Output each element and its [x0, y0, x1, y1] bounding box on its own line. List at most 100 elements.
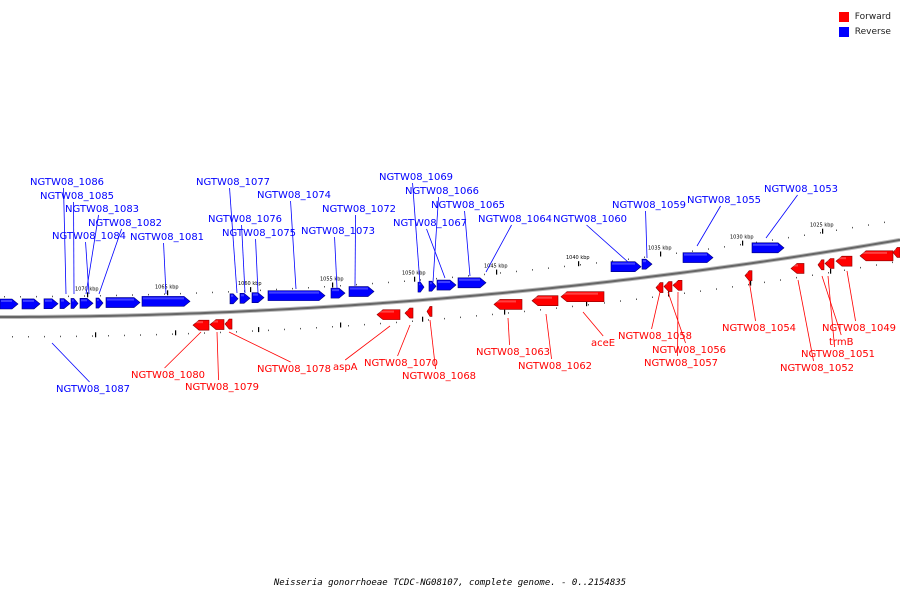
forward-gene-shine [894, 248, 896, 251]
tick-label: 1050 kbp [402, 271, 426, 277]
tick-label: 1060 kbp [238, 281, 262, 287]
forward-gene-body [655, 282, 664, 293]
gene-label: NGTW08_1062 [518, 361, 592, 372]
forward-gene-shine [533, 296, 552, 299]
reverse-gene-shine [23, 299, 34, 302]
minor-tick-upper [644, 256, 645, 258]
leader-line [426, 228, 446, 279]
gene-label: NGTW08_1054 [722, 323, 796, 334]
genome-caption: Neisseria gonorrhoeae TCDC-NG08107, comp… [273, 578, 627, 588]
gene-label: NGTW08_1057 [644, 358, 718, 369]
reverse-gene [43, 298, 59, 310]
forward-gene-body [531, 295, 559, 307]
reverse-gene-body [251, 292, 265, 303]
forward-gene [426, 306, 433, 317]
minor-tick-upper [532, 269, 533, 271]
minor-tick-upper [404, 280, 405, 282]
gene-label: NGTW08_1083 [65, 204, 139, 215]
leader-line [98, 228, 122, 295]
minor-tick-upper [468, 275, 469, 277]
forward-gene-body [224, 318, 233, 330]
reverse-gene-shine [143, 297, 184, 300]
major-tick-mark-lower [175, 330, 177, 336]
gene-label: NGTW08_1072 [322, 204, 396, 215]
minor-tick-lower [540, 309, 541, 311]
tick-label: 1025 kbp [810, 223, 834, 229]
major-tick-mark [332, 282, 334, 288]
reverse-gene-shine [241, 294, 244, 297]
minor-tick-lower [428, 319, 429, 321]
major-tick-mark [742, 240, 744, 246]
gene-label: trmB [829, 337, 854, 348]
minor-tick-upper [756, 241, 757, 244]
minor-tick-upper [260, 289, 261, 292]
legend-reverse-label: Reverse [854, 26, 891, 37]
minor-tick-upper [324, 286, 325, 288]
minor-tick-upper [436, 277, 437, 280]
leader-line [432, 196, 439, 283]
leader-line [821, 275, 842, 336]
reverse-gene [0, 298, 19, 310]
leader-line [216, 331, 219, 381]
reverse-gene [436, 279, 457, 291]
major-tick-mark [496, 269, 498, 275]
reverse-gene [239, 292, 251, 304]
reverse-gene [267, 290, 326, 301]
reverse-gene-body [751, 242, 785, 254]
minor-tick-upper [724, 246, 725, 248]
reverse-gene [641, 258, 653, 270]
minor-tick-upper [740, 243, 741, 246]
minor-tick-upper [52, 295, 53, 298]
reverse-gene [70, 298, 79, 309]
leader-line [412, 182, 421, 285]
minor-tick-lower [364, 323, 365, 326]
minor-tick-lower [316, 327, 317, 329]
minor-tick-lower [844, 269, 845, 271]
major-tick-mark-lower [95, 332, 97, 338]
forward-gene-body [835, 255, 853, 267]
gene-label: NGTW08_1070 [364, 358, 438, 369]
minor-tick-upper [4, 296, 5, 298]
leader-line [164, 331, 202, 369]
reverse-gene-body [141, 296, 191, 307]
minor-tick-lower [460, 316, 461, 319]
leader-line [464, 210, 471, 277]
major-tick-mark-lower [340, 322, 342, 328]
reverse-gene-shine [612, 262, 635, 265]
reverse-gene-body [348, 286, 375, 297]
leader-line [85, 241, 90, 295]
reverse-gene-shine [684, 253, 707, 256]
major-tick-mark-lower [504, 309, 506, 315]
minor-tick-upper [868, 224, 869, 226]
gene-label: NGTW08_1069 [379, 172, 453, 183]
minor-tick-upper [308, 287, 309, 289]
forward-gene-shine [826, 259, 829, 262]
gene-label: NGTW08_1077 [196, 177, 270, 188]
minor-tick-lower [652, 296, 653, 298]
reverse-gene-shine [107, 298, 134, 301]
forward-gene-shine [211, 320, 218, 323]
forward-gene [672, 280, 683, 291]
gene-label: NGTW08_1065 [431, 200, 505, 211]
minor-tick-upper [628, 258, 629, 260]
minor-tick-upper [100, 295, 101, 297]
forward-gene [224, 318, 233, 330]
reverse-gene [229, 293, 239, 305]
gene-label: NGTW08_1066 [405, 186, 479, 197]
minor-tick-upper [36, 295, 37, 298]
minor-tick-upper [580, 264, 581, 266]
reverse-gene [682, 252, 714, 263]
reverse-gene [457, 277, 487, 289]
minor-tick-lower [380, 322, 381, 325]
leader-line [429, 319, 436, 370]
minor-tick-lower [60, 335, 61, 338]
reverse-gene-shine [438, 281, 450, 284]
reverse-gene-shine [81, 299, 87, 302]
reverse-gene-body [641, 258, 653, 270]
legend-forward: Forward [838, 9, 891, 24]
minor-tick-upper [820, 232, 821, 234]
gene-label: NGTW08_1087 [56, 384, 130, 395]
forward-gene [655, 282, 664, 293]
reverse-gene-body [70, 298, 79, 309]
